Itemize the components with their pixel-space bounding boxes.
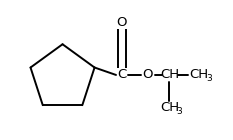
Text: CH: CH — [190, 68, 209, 81]
Text: CH: CH — [160, 68, 179, 81]
Text: C: C — [117, 68, 127, 81]
Text: O: O — [117, 16, 127, 29]
Text: 3: 3 — [176, 107, 182, 116]
Text: CH: CH — [160, 101, 179, 114]
Text: 3: 3 — [206, 74, 212, 83]
Text: O: O — [142, 68, 153, 81]
